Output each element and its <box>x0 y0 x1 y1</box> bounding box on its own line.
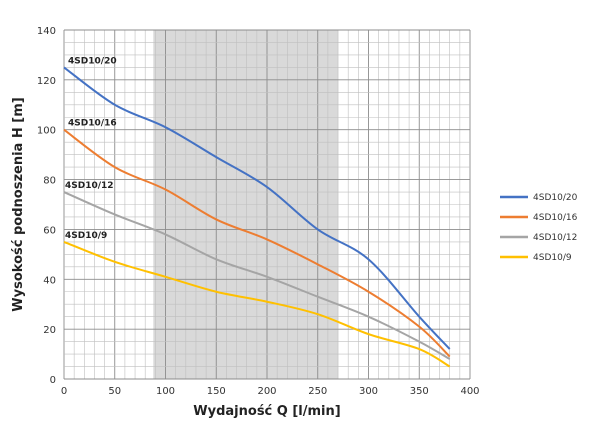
legend-label: 4SD10/9 <box>533 253 572 263</box>
legend-label: 4SD10/12 <box>533 233 577 243</box>
x-axis-title: Wydajność Q [l/min] <box>193 404 340 419</box>
x-tick-label: 150 <box>207 386 226 397</box>
x-tick-label: 100 <box>156 386 175 397</box>
y-tick-label: 140 <box>37 26 56 37</box>
x-tick-label: 400 <box>460 386 479 397</box>
x-tick-label: 350 <box>410 386 429 397</box>
y-tick-label: 0 <box>50 375 56 386</box>
y-tick-label: 80 <box>43 176 56 187</box>
series-line <box>63 128 451 358</box>
x-tick-label: 250 <box>308 386 327 397</box>
series-line <box>63 66 451 350</box>
y-tick-label: 40 <box>43 275 56 286</box>
series-label: 4SD10/20 <box>68 56 117 66</box>
series-label: 4SD10/16 <box>68 119 117 129</box>
y-tick-label: 120 <box>37 76 56 87</box>
series-label: 4SD10/12 <box>65 181 114 191</box>
x-tick-label: 0 <box>61 386 67 397</box>
series-line <box>63 240 451 368</box>
x-tick-label: 300 <box>359 386 378 397</box>
x-tick-label: 200 <box>257 386 276 397</box>
legend-label: 4SD10/20 <box>533 193 578 203</box>
y-tick-label: 100 <box>37 126 56 137</box>
legend-label: 4SD10/16 <box>533 213 578 223</box>
y-tick-label: 20 <box>43 325 56 336</box>
series-line <box>63 191 451 360</box>
x-tick-label: 50 <box>108 386 121 397</box>
series-label: 4SD10/9 <box>65 231 107 241</box>
y-axis-title: Wysokość podnoszenia H [m] <box>11 97 26 311</box>
y-tick-label: 60 <box>43 225 56 236</box>
